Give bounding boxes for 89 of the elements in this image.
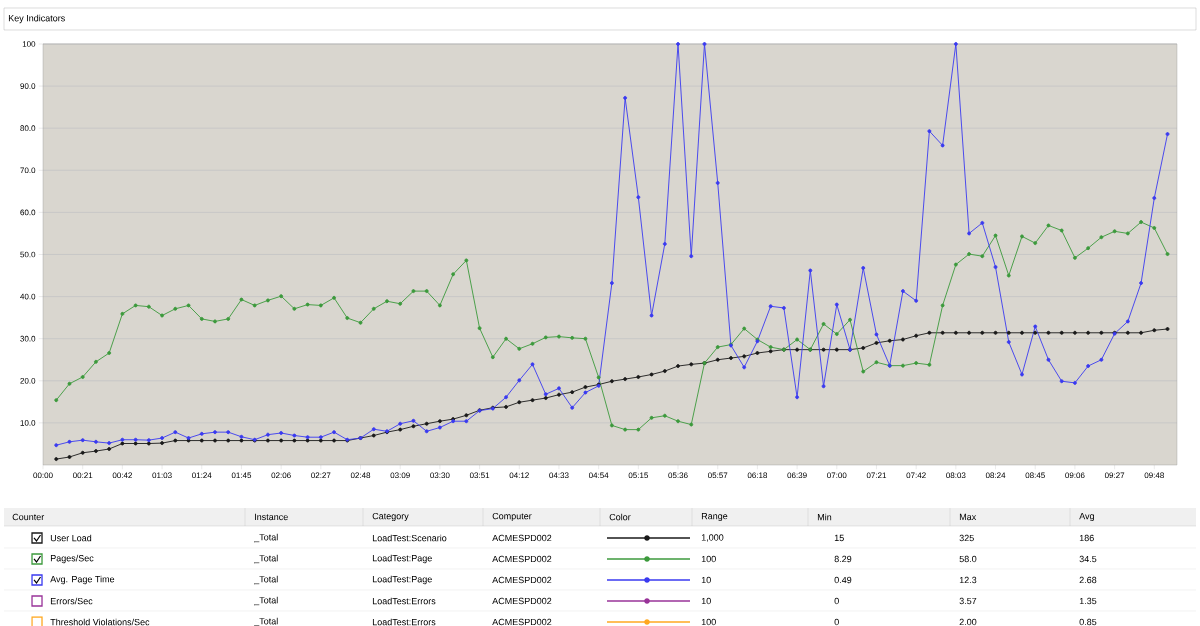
x-tick-label: 04:54 [588, 472, 609, 479]
x-tick-label: 04:33 [549, 472, 569, 479]
x-tick-label: 07:00 [827, 472, 847, 479]
x-tick-label: 09:27 [1104, 472, 1125, 479]
x-tick-label: 05:36 [668, 472, 688, 479]
legend-label: Pages/Sec [50, 554, 94, 564]
x-tick-label: 08:24 [985, 472, 1006, 479]
y-tick-label: 80.0 [20, 125, 36, 132]
x-tick-label: 07:21 [866, 472, 887, 479]
text: 100 [701, 555, 716, 563]
text: _Total [254, 554, 278, 564]
text: Category [372, 512, 409, 522]
text: ACMESPD002 [492, 534, 552, 542]
x-tick-label: 02:06 [271, 472, 291, 479]
x-tick-label: 09:48 [1144, 472, 1164, 479]
x-tick-label: 04:12 [509, 472, 529, 479]
text: _Total [254, 575, 278, 585]
x-tick-label: 06:18 [747, 472, 768, 479]
y-tick-label: 100 [22, 41, 36, 47]
x-tick-label: 03:51 [469, 472, 490, 479]
text: 3.57 [959, 597, 977, 605]
text: 10 [701, 597, 711, 605]
text: _Total [254, 617, 278, 626]
text: 1.35 [1079, 597, 1097, 605]
y-tick-label: 10.0 [20, 420, 36, 426]
y-tick-label: 90.0 [20, 83, 36, 89]
x-tick-label: 03:30 [430, 472, 450, 479]
text: 2.00 [959, 618, 977, 626]
x-tick-label: 01:24 [192, 472, 212, 479]
text: 186 [1079, 534, 1094, 542]
y-tick-label: 40.0 [20, 293, 36, 300]
x-tick-label: 08:45 [1025, 472, 1045, 479]
text: 325 [959, 534, 974, 542]
y-tick-label: 50.0 [20, 251, 36, 258]
text: ACMESPD002 [492, 576, 552, 584]
legend-label: User Load [50, 534, 92, 542]
text: 0 [834, 618, 839, 626]
legend-label: Threshold Violations/Sec [50, 618, 150, 626]
text: Range [701, 512, 728, 522]
chart-title: Key Indicators [8, 14, 65, 24]
text: 0 [834, 597, 839, 605]
text: LoadTest:Errors [372, 618, 436, 626]
text: 58.0 [959, 555, 977, 563]
text: LoadTest:Errors [372, 597, 436, 605]
text: LoadTest:Page [372, 575, 432, 585]
text: Color [609, 513, 631, 521]
text: LoadTest:Scenario [372, 534, 447, 542]
text: 0.85 [1079, 618, 1097, 626]
text: 1,000 [701, 534, 724, 542]
text: ACMESPD002 [492, 555, 552, 563]
y-tick-label: 20.0 [20, 377, 36, 384]
x-tick-label: 03:09 [390, 472, 410, 479]
x-tick-label: 05:57 [708, 472, 728, 479]
text: _Total [254, 533, 278, 543]
text: Computer [492, 512, 532, 522]
text: ACMESPD002 [492, 618, 552, 626]
x-tick-label: 02:48 [350, 472, 371, 479]
text: 2.68 [1079, 576, 1097, 584]
text: Counter [12, 513, 45, 521]
x-tick-label: 01:03 [152, 472, 172, 479]
legend-label: Errors/Sec [50, 597, 93, 605]
x-tick-label: 09:06 [1065, 472, 1085, 479]
text: 10 [701, 576, 711, 584]
y-tick-label: 30.0 [20, 335, 36, 342]
text: Min [817, 513, 832, 521]
text: 12.3 [959, 576, 977, 584]
x-tick-label: 05:15 [628, 472, 649, 479]
text: 34.5 [1079, 555, 1097, 563]
x-tick-label: 08:03 [946, 472, 966, 479]
y-tick-label: 60.0 [20, 209, 36, 216]
text: _Total [254, 596, 278, 606]
text: 100 [701, 618, 716, 626]
legend-label: Avg. Page Time [50, 575, 115, 585]
text: 15 [834, 534, 844, 542]
x-tick-label: 00:21 [73, 472, 93, 479]
y-tick-label: 70.0 [20, 167, 36, 174]
text: 8.29 [834, 555, 852, 563]
text: Max [959, 513, 977, 521]
x-tick-label: 07:42 [906, 472, 926, 479]
x-tick-label: 00:00 [33, 472, 53, 479]
text: ACMESPD002 [492, 597, 552, 605]
text: 0.49 [834, 576, 852, 584]
x-tick-label: 02:27 [311, 472, 331, 479]
text: Instance [255, 513, 288, 521]
x-tick-label: 01:45 [231, 472, 252, 479]
text: Avg [1079, 512, 1094, 522]
x-tick-label: 00:42 [112, 472, 132, 479]
text: LoadTest:Page [372, 554, 432, 564]
x-tick-label: 06:39 [787, 472, 807, 479]
